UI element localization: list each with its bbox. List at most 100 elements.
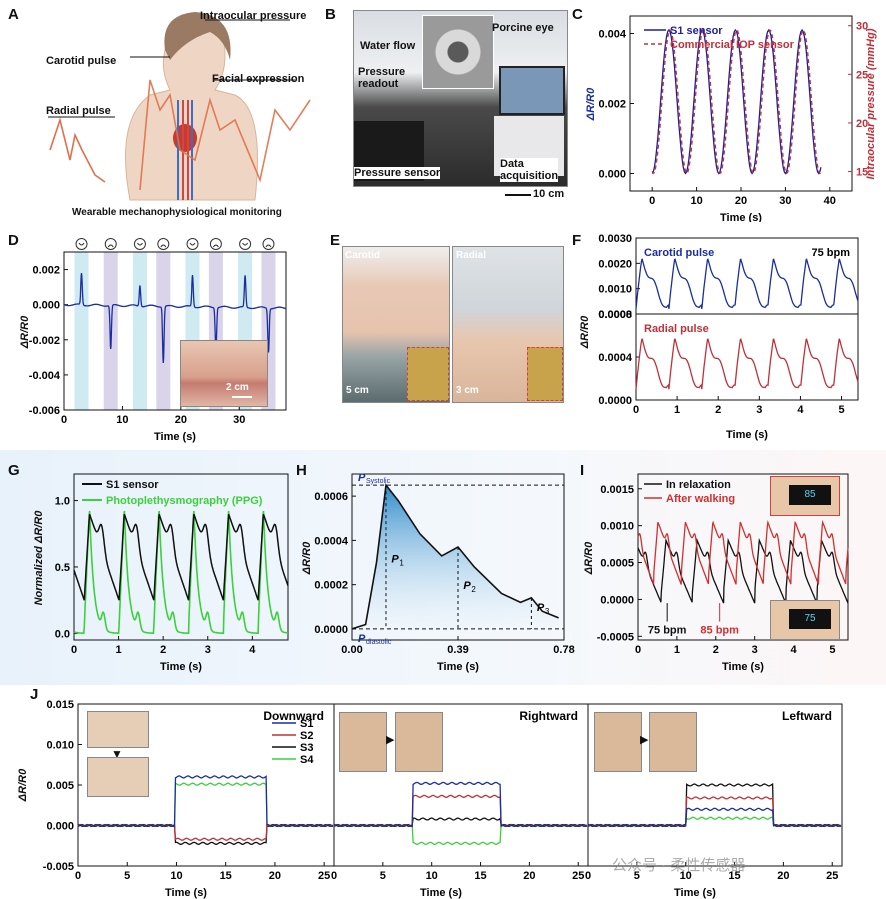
y-tick-label: -0.002 [29,335,60,347]
y-tick-label: 0.004 [598,29,626,41]
face-mouth [212,244,219,248]
bpm-label: 75 bpm [811,247,850,259]
trace-rightward-s2 [333,794,587,828]
x-tick-label: 25 [318,870,330,882]
label-daq: Data acquisition [500,158,559,182]
panel-letter-b: B [325,6,336,23]
x-tick-label: 4 [790,644,797,656]
x-axis-label: Time (s) [154,431,196,443]
x-tick-label: 3 [752,644,758,656]
panel-letter-a: A [8,6,19,23]
chart-c: 0 10 20 30 40 0.000 0.002 0.004 15 20 25 30 S1 senso… [585,15,877,222]
panel-letter-i: I [580,462,585,479]
p-sub-p1: 1 [399,559,404,568]
face-mouth [137,242,143,246]
x-tick-label: 5 [124,870,130,882]
x-tick-label: 0.39 [447,644,468,656]
face-icon [209,238,222,250]
x-tick-label: 0 [633,404,639,416]
legend-label: Photoplethysmography (PPG) [106,495,263,507]
y-tick-label: 0.0000 [598,309,632,321]
series-s1-sensor [651,28,822,175]
p-label-p2: P [463,580,471,592]
x-tick-label: 2 [713,644,719,656]
x-tick-label: 20 [269,870,281,882]
x-axis-label: Time (s) [722,661,764,673]
inset-e2 [527,347,563,401]
legend-label: S4 [300,754,314,766]
x-axis-label: Time (s) [720,212,762,222]
highlight-band [103,252,118,410]
x-tick-label: 0.78 [553,644,574,656]
y2-tick-label: 25 [856,69,868,81]
trace-leftward-s3 [587,783,842,828]
scale-bar-d [232,396,252,398]
p-label-p1: P [391,554,399,566]
face-mouth [78,242,85,246]
legend-label: S1 sensor [106,479,159,491]
label-readout: Pressure readout [358,66,406,90]
chart-f: 0.0000 0.0010 0.0020 0.0030 Carotid pulse 0 1 2… [579,233,859,441]
p-label-p3: P [537,602,545,614]
scale-d-text: 2 cm [226,382,249,393]
x-axis-label: Time (s) [165,887,207,899]
oximeter-bottom: 75 [770,600,840,640]
inset-e1 [407,347,449,401]
oximeter-top: 85 [770,476,840,516]
panel-letter-j: J [30,686,39,703]
trace-leftward-s1 [587,807,842,828]
x-tick-label: 10 [426,870,438,882]
face-icon [262,238,275,250]
chart-j: 0 5 10 15 20 25 0.015 0.010 0.005 0.000 -0.005 Down… [17,699,843,899]
trace-downward-s3 [77,823,334,845]
x-tick-label: 0 [649,195,655,207]
y2-tick-label: 20 [856,118,868,130]
x-tick-label: 20 [777,870,789,882]
arrow-right-j1: ▶ [386,734,395,746]
y-tick-label: 0.0006 [314,491,348,503]
trace-s1 [73,513,289,601]
x-tick-label: 5 [380,870,386,882]
x-tick-label: 1 [116,644,122,656]
trace-after-walking [637,519,849,585]
y-axis-label: ΔR/R0 [583,541,595,575]
highlight-band [132,252,147,410]
y-tick-label: 0.0008 [598,309,632,321]
highlight-band [156,252,171,410]
chart-i: 0 1 2 3 4 5 -0.0005 0.0000 0.0005 0.0010 0.0015 In … [583,473,849,673]
trace-rightward-s1 [333,781,588,828]
scale-e1-text: 5 cm [346,385,369,396]
y-tick-label: 0.5 [55,562,70,574]
x-tick-label: 30 [233,414,245,426]
trace-ppg [73,510,288,634]
face-mouth [265,244,272,248]
face-icon [75,238,88,250]
label-e-radial: Radial [456,250,487,261]
x-axis-label: Time (s) [674,887,716,899]
hand-photo-right-2 [395,712,443,772]
y-tick-label: 0.0005 [600,558,634,570]
scale-bar-b [505,194,531,196]
y-tick-label: 0.0004 [598,352,633,364]
legend-label: S1 sensor [670,25,723,37]
face-mouth [189,242,196,246]
legend-label: S1 [300,718,313,730]
y-tick-label: -0.004 [29,370,61,382]
x-tick-label: 10 [116,414,128,426]
y-tick-label: 0.0 [55,628,70,640]
oximeter-bottom-screen: 75 [789,609,831,629]
hand-photo-left-2 [649,712,697,772]
x-tick-label: 10 [690,195,702,207]
y-tick-label: 0.000 [32,300,60,312]
trace-leftward-s2 [587,796,841,828]
laptop [499,66,565,115]
legend-label: S3 [300,742,313,754]
hand-photo-right-1 [339,712,387,772]
x-tick-label: 10 [170,870,182,882]
p-systolic: P [358,472,366,484]
eye-inset [422,15,494,89]
x-tick-label: 4 [797,404,804,416]
x-tick-label: 3 [756,404,762,416]
legend-label: In relaxation [666,479,731,491]
